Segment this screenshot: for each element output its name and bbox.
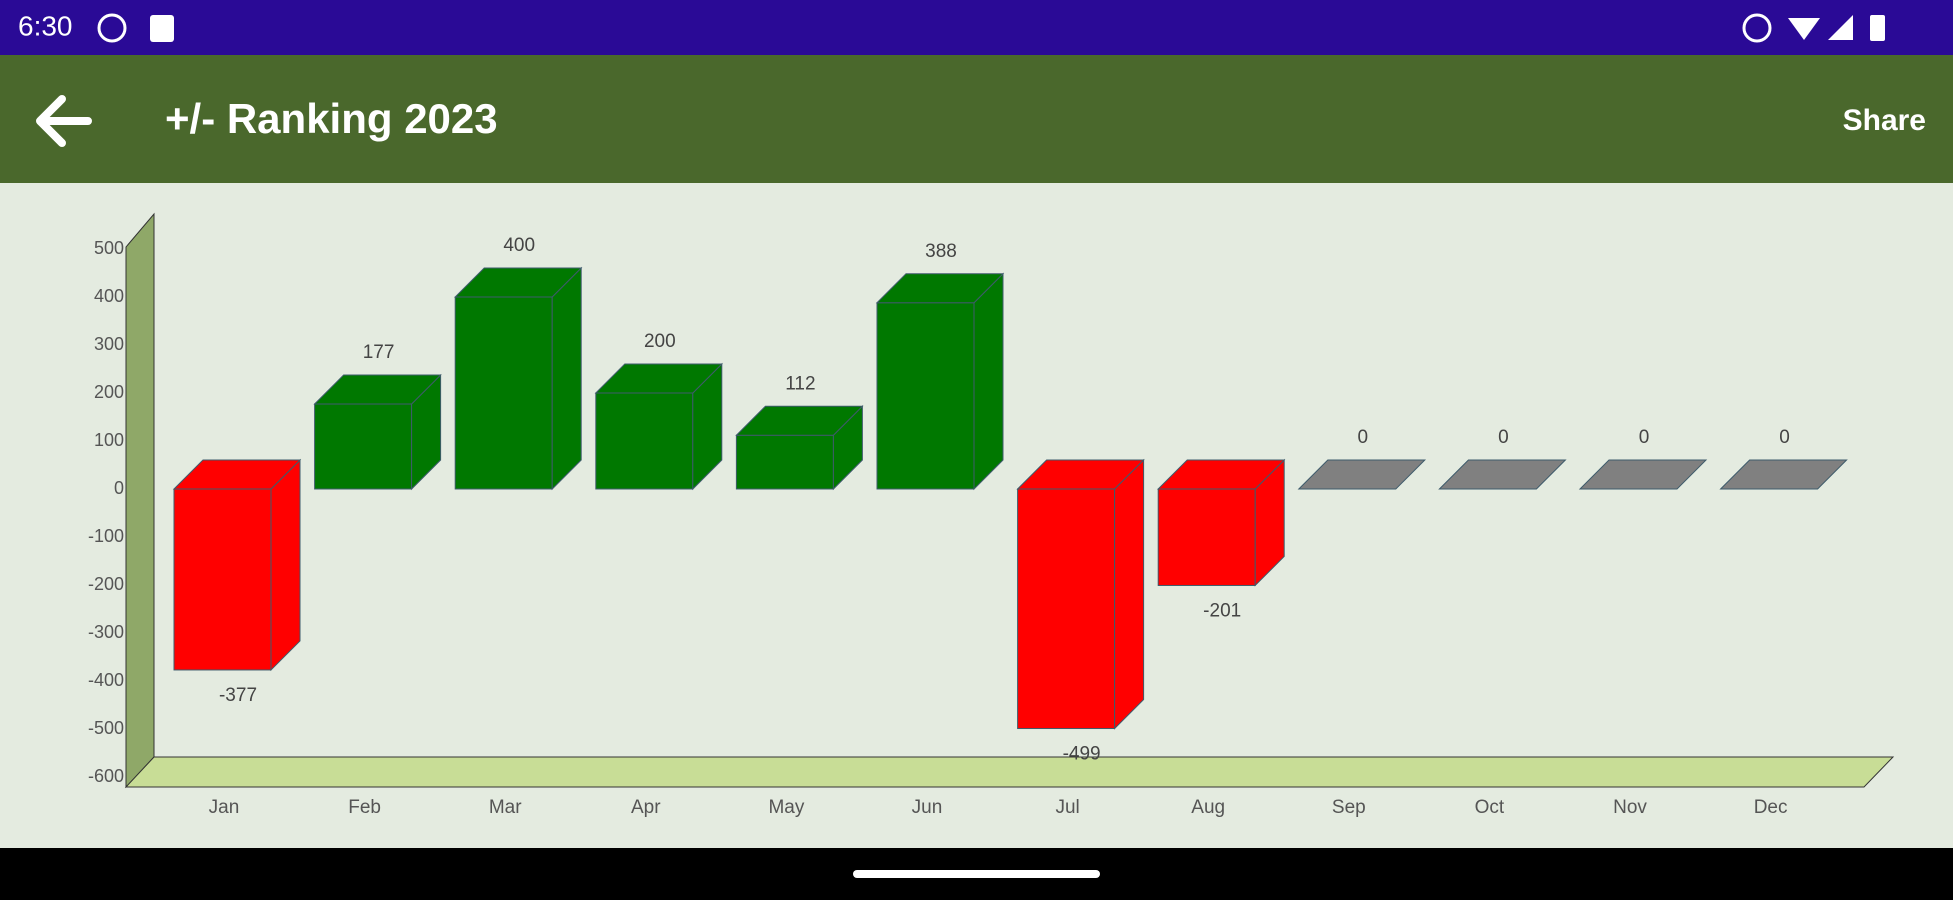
value-label: 200 <box>644 331 676 352</box>
x-tick-label: Feb <box>348 797 381 818</box>
status-icon <box>97 13 127 43</box>
y-tick-label: -400 <box>88 670 124 690</box>
bar-front <box>1157 488 1256 586</box>
bar-top <box>875 273 1005 304</box>
bar-top <box>594 363 724 394</box>
x-tick-label: Jan <box>209 797 240 818</box>
bar-front <box>876 302 975 490</box>
value-label: 0 <box>1358 427 1369 448</box>
bar-top <box>1156 459 1286 490</box>
status-icon <box>150 15 174 42</box>
bar-side <box>551 266 582 491</box>
axis-floor <box>124 756 1895 788</box>
x-tick-label: Mar <box>489 797 522 818</box>
x-tick-label: May <box>768 797 804 818</box>
plot: -600 -500 -400 -300 -200 -100 0 100 200 300 400 500… <box>88 235 1848 818</box>
app-bar <box>0 55 1953 183</box>
bar-front <box>735 434 834 490</box>
y-tick-label: 200 <box>94 382 124 402</box>
bar-front <box>595 392 694 490</box>
dnd-icon <box>1742 13 1772 43</box>
bar-top <box>1297 459 1427 490</box>
wifi-icon <box>1788 18 1820 40</box>
y-tick-label: 300 <box>94 334 124 354</box>
bar-top <box>172 459 302 490</box>
bar-side <box>270 458 301 672</box>
status-bar <box>0 0 1953 55</box>
x-tick-label: Jun <box>912 797 943 818</box>
value-label: 112 <box>785 373 815 394</box>
bar-side <box>1114 458 1145 730</box>
value-label: 388 <box>925 241 957 262</box>
x-tick-label: Oct <box>1475 797 1505 818</box>
bar-top <box>1719 459 1848 490</box>
bar-side <box>973 272 1004 491</box>
value-label: -377 <box>219 685 257 706</box>
bar-top <box>1016 459 1145 490</box>
y-tick-label: 500 <box>94 238 124 258</box>
y-tick-label: -100 <box>88 526 124 546</box>
x-tick-label: Aug <box>1191 797 1225 818</box>
axis-wall <box>125 212 155 789</box>
value-label: -499 <box>1063 744 1101 765</box>
y-tick-label: 400 <box>94 286 124 306</box>
value-label: 177 <box>363 342 395 363</box>
bar-front <box>173 488 272 671</box>
signal-icon <box>1828 15 1853 40</box>
bar-front <box>314 403 413 490</box>
y-tick-label: -600 <box>88 766 124 786</box>
share-button[interactable]: Share <box>1843 104 1926 137</box>
y-tick-label: 0 <box>114 478 124 498</box>
bar-top <box>1438 459 1567 490</box>
x-tick-label: Sep <box>1332 797 1366 818</box>
value-label: 0 <box>1779 427 1790 448</box>
y-tick-label: -200 <box>88 574 124 594</box>
bar-front <box>454 296 553 490</box>
bar-top <box>1578 459 1708 490</box>
value-label: 400 <box>503 235 535 256</box>
home-indicator[interactable] <box>853 870 1100 878</box>
bar-top <box>735 405 864 436</box>
value-label: 0 <box>1498 427 1509 448</box>
status-time: 6:30 <box>18 10 73 41</box>
app-title: +/- Ranking 2023 <box>165 95 498 142</box>
x-tick-label: Nov <box>1613 797 1647 818</box>
bar-top <box>313 374 442 405</box>
value-label: -201 <box>1203 600 1241 621</box>
y-tick-label: -300 <box>88 622 124 642</box>
y-tick-label: 100 <box>94 430 124 450</box>
value-label: 0 <box>1639 427 1650 448</box>
back-button[interactable] <box>36 95 92 147</box>
x-tick-label: Jul <box>1055 797 1079 818</box>
bar-top <box>453 267 583 298</box>
bar-front <box>1017 488 1116 730</box>
battery-icon <box>1870 15 1885 41</box>
y-tick-label: -500 <box>88 718 124 738</box>
x-tick-label: Dec <box>1754 797 1788 818</box>
x-tick-label: Apr <box>631 797 661 818</box>
